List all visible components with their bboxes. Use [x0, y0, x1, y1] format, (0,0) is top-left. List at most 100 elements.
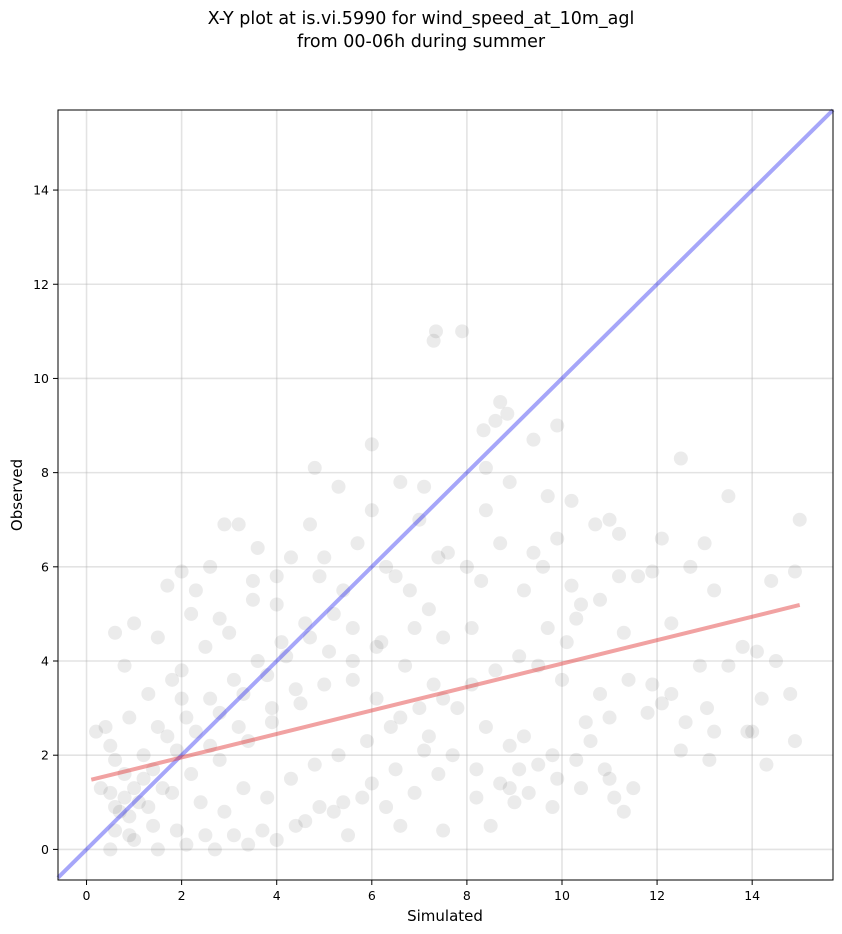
- data-point: [735, 639, 750, 654]
- data-point: [203, 738, 218, 753]
- data-point: [476, 423, 491, 438]
- data-point: [388, 762, 403, 777]
- data-point: [336, 583, 351, 598]
- data-point: [488, 413, 503, 428]
- lines-layer: [56, 108, 835, 880]
- data-point: [155, 781, 170, 796]
- data-point: [478, 503, 493, 518]
- data-point: [440, 545, 455, 560]
- data-point: [188, 583, 203, 598]
- data-point: [721, 489, 736, 504]
- data-point: [673, 743, 688, 758]
- data-point: [512, 649, 527, 664]
- points-layer: [89, 324, 807, 857]
- data-point: [464, 677, 479, 692]
- data-point: [700, 701, 715, 716]
- data-point: [122, 828, 137, 843]
- data-point: [749, 644, 764, 659]
- data-point: [236, 781, 251, 796]
- data-point: [269, 832, 284, 847]
- y-axis-label: Observed: [8, 459, 26, 531]
- data-point: [787, 564, 802, 579]
- data-point: [231, 719, 246, 734]
- data-point: [146, 818, 161, 833]
- plot-frame: [57, 109, 834, 881]
- data-point: [345, 621, 360, 636]
- data-point: [654, 531, 669, 546]
- data-point: [412, 701, 427, 716]
- data-point: [117, 658, 132, 673]
- data-point: [626, 781, 641, 796]
- data-point: [264, 701, 279, 716]
- data-point: [193, 795, 208, 810]
- data-point: [664, 616, 679, 631]
- data-point: [127, 616, 142, 631]
- grid-layer: [58, 110, 833, 880]
- data-point: [312, 800, 327, 815]
- data-point: [141, 800, 156, 815]
- data-point: [383, 719, 398, 734]
- data-point: [493, 536, 508, 551]
- data-point: [593, 686, 608, 701]
- data-point: [317, 677, 332, 692]
- data-point: [245, 573, 260, 588]
- regression-line: [90, 603, 801, 782]
- data-point: [150, 630, 165, 645]
- data-point: [502, 475, 517, 490]
- data-point: [264, 715, 279, 730]
- data-point: [212, 752, 227, 767]
- x-tick-label: 12: [649, 888, 665, 903]
- data-point: [545, 748, 560, 763]
- data-point: [393, 475, 408, 490]
- data-point: [241, 837, 256, 852]
- data-point: [322, 644, 337, 659]
- x-tick-label: 14: [744, 888, 760, 903]
- data-point: [369, 639, 384, 654]
- data-point: [450, 701, 465, 716]
- data-point: [103, 785, 118, 800]
- data-point: [184, 606, 199, 621]
- data-point: [203, 559, 218, 574]
- data-point: [436, 823, 451, 838]
- data-point: [89, 724, 104, 739]
- data-point: [436, 691, 451, 706]
- data-point: [612, 526, 627, 541]
- data-point: [426, 333, 441, 348]
- data-point: [607, 790, 622, 805]
- data-point: [141, 686, 156, 701]
- data-point: [426, 677, 441, 692]
- data-point: [226, 828, 241, 843]
- data-point: [184, 767, 199, 782]
- data-point: [288, 682, 303, 697]
- data-point: [174, 691, 189, 706]
- data-point: [307, 757, 322, 772]
- data-point: [374, 635, 389, 650]
- data-point: [550, 418, 565, 433]
- data-point: [550, 531, 565, 546]
- data-point: [569, 611, 584, 626]
- data-point: [93, 781, 108, 796]
- data-point: [521, 785, 536, 800]
- y-tick-label: 4: [41, 654, 49, 669]
- data-point: [108, 625, 123, 640]
- data-point: [516, 729, 531, 744]
- data-point: [288, 818, 303, 833]
- data-point: [421, 729, 436, 744]
- data-point: [407, 621, 422, 636]
- data-point: [474, 573, 489, 588]
- data-point: [127, 781, 142, 796]
- identity-line: [56, 108, 835, 880]
- data-point: [469, 790, 484, 805]
- x-tick-label: 6: [368, 888, 376, 903]
- data-point: [355, 790, 370, 805]
- data-point: [217, 517, 232, 532]
- data-point: [393, 818, 408, 833]
- data-point: [531, 658, 546, 673]
- data-point: [421, 602, 436, 617]
- data-point: [293, 696, 308, 711]
- data-point: [583, 734, 598, 749]
- data-point: [616, 804, 631, 819]
- data-point: [564, 578, 579, 593]
- data-point: [621, 672, 636, 687]
- data-point: [283, 550, 298, 565]
